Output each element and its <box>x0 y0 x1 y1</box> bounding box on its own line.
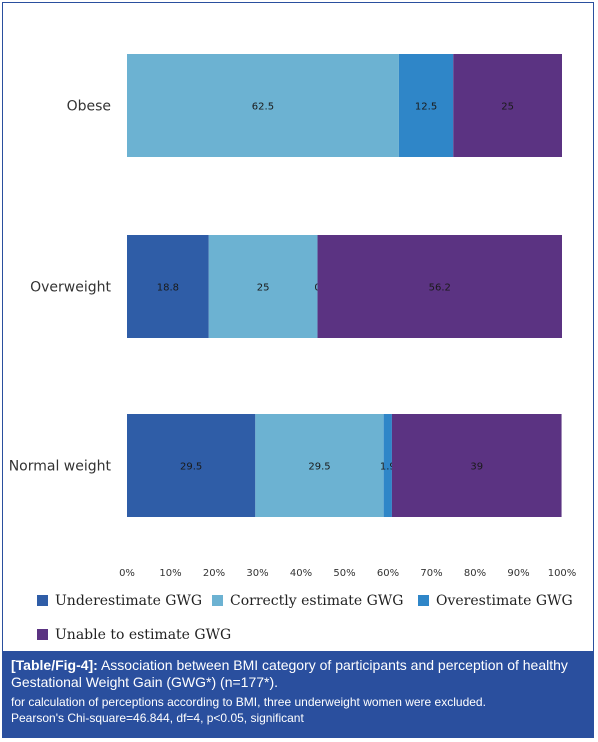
bar-segment <box>453 54 562 157</box>
category-label: Overweight <box>30 280 111 296</box>
x-tick-label: 70% <box>420 568 442 579</box>
data-label: 39 <box>470 462 483 473</box>
bar-segment <box>398 54 454 157</box>
data-label: 29.5 <box>180 462 202 473</box>
bar-segment <box>127 235 209 338</box>
legend-swatch <box>418 595 429 606</box>
x-tick-label: 100% <box>548 568 577 579</box>
legend-swatch <box>37 629 48 640</box>
x-tick-label: 40% <box>290 568 312 579</box>
legend-swatch <box>212 595 223 606</box>
x-tick-label: 30% <box>246 568 268 579</box>
caption-note-exclusion: for calculation of perceptions according… <box>11 695 486 709</box>
data-label: 25 <box>501 102 514 113</box>
category-label: Normal weight <box>9 459 112 475</box>
x-tick-label: 10% <box>159 568 181 579</box>
x-tick-label: 20% <box>203 568 225 579</box>
caption-note-statistics: Pearson's Chi-square=46.844, df=4, p<0.0… <box>11 711 304 725</box>
data-label: 1.9 <box>380 462 396 473</box>
bar-segment <box>208 235 318 338</box>
x-tick-label: 80% <box>464 568 486 579</box>
x-tick-label: 60% <box>377 568 399 579</box>
data-label: 25 <box>257 283 270 294</box>
legend-label: Unable to estimate GWG <box>55 627 231 643</box>
legend-label: Correctly estimate GWG <box>230 593 403 609</box>
caption-tag: [Table/Fig-4]: <box>11 657 98 673</box>
data-label: 29.5 <box>308 462 330 473</box>
figure-caption: [Table/Fig-4]: Association between BMI c… <box>2 651 594 738</box>
x-tick-label: 90% <box>507 568 529 579</box>
caption-title: Association between BMI category of part… <box>11 657 568 690</box>
data-label: 12.5 <box>415 102 437 113</box>
data-label: 56.2 <box>429 283 451 294</box>
x-tick-label: 50% <box>333 568 355 579</box>
bar-segment <box>127 414 256 517</box>
data-label: 18.8 <box>157 283 179 294</box>
stacked-bar-chart: Obese62.512.525Overweight18.825056.2Norm… <box>9 54 577 643</box>
category-label: Obese <box>67 99 111 115</box>
legend-label: Underestimate GWG <box>55 593 202 609</box>
bar-segment <box>317 235 562 338</box>
data-label: 62.5 <box>252 102 274 113</box>
bar-segment <box>391 414 562 517</box>
bar-segment <box>255 414 384 517</box>
caption-title-block: [Table/Fig-4]: Association between BMI c… <box>11 657 586 691</box>
x-tick-label: 0% <box>119 568 135 579</box>
legend-swatch <box>37 595 48 606</box>
bar-segment <box>383 414 392 517</box>
legend-label: Overestimate GWG <box>436 593 573 609</box>
bar-segment <box>127 54 399 157</box>
caption-notes: for calculation of perceptions according… <box>11 694 586 726</box>
